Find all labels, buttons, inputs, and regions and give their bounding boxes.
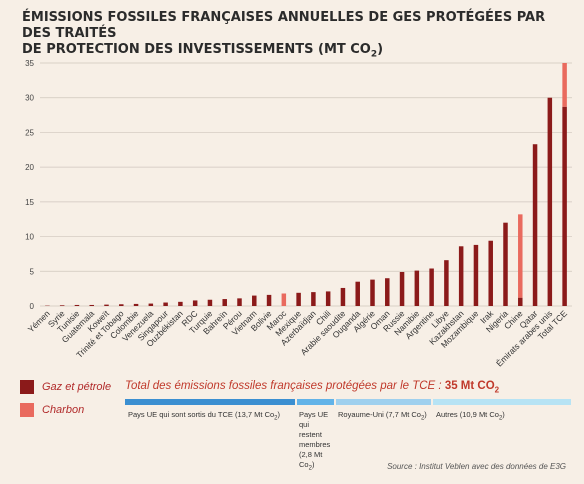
bar-oil-gas [237, 298, 242, 306]
bar-oil-gas [296, 292, 301, 306]
legend-swatch-coal [20, 403, 34, 417]
bar-oil-gas [178, 301, 183, 306]
group-bar-eu-left [125, 399, 295, 405]
chart-title: ÉMISSIONS FOSSILES FRANÇAISES ANNUELLES … [22, 10, 562, 63]
bar-oil-gas [207, 299, 213, 306]
bar-oil-gas [325, 291, 331, 306]
group-bar-eu-members [297, 399, 334, 405]
bar-oil-gas [340, 287, 346, 306]
bar-oil-gas [399, 271, 405, 306]
title-line-2: DE PROTECTION DES INVESTISSEMENTS (MT CO… [22, 42, 384, 60]
y-tick-label: 25 [25, 128, 34, 137]
legend-swatch-oil-gas [20, 380, 34, 394]
source-note: Source : Institut Veblen avec des donnée… [387, 462, 566, 471]
bar-oil-gas [252, 295, 257, 306]
bar-oil-gas [104, 304, 109, 306]
group-label-eu-members: Pays UE qui restent membres (2,8 Mt Co2) [299, 410, 331, 472]
group-label-uk: Royaume-Uni (7,7 Mt Co2) [338, 410, 427, 422]
group-label-eu-left: Pays UE qui sont sortis du TCE (13,7 Mt … [128, 410, 281, 422]
title-line-1: ÉMISSIONS FOSSILES FRANÇAISES ANNUELLES … [22, 10, 546, 41]
bar-oil-gas [414, 270, 420, 306]
bar-oil-gas [444, 260, 449, 306]
bar-oil-gas [370, 279, 375, 306]
y-tick-label: 35 [25, 59, 34, 68]
y-tick-label: 30 [25, 94, 34, 103]
bar-coal [281, 293, 287, 306]
legend-label-coal: Charbon [42, 404, 85, 416]
bar-oil-gas [503, 222, 508, 306]
bar-oil-gas [192, 300, 198, 306]
legend-label-oil-gas: Gaz et pétrole [42, 381, 112, 393]
bar-oil-gas [547, 97, 553, 306]
bar-oil-gas [222, 299, 227, 306]
y-tick-label: 20 [25, 163, 34, 172]
bar-coal [562, 63, 567, 107]
bar-coal [518, 214, 523, 298]
bar-oil-gas [385, 278, 390, 306]
bar-oil-gas [266, 294, 272, 306]
bar-oil-gas [311, 292, 316, 306]
bar-oil-gas [89, 304, 94, 306]
bar-oil-gas [148, 303, 154, 306]
bar-oil-gas [355, 281, 360, 306]
bar-oil-gas [163, 302, 168, 306]
total-emissions-label: Total des émissions fossiles françaises … [125, 380, 500, 395]
bar-oil-gas [458, 246, 464, 306]
bar-oil-gas [518, 297, 523, 306]
bar-oil-gas [429, 268, 434, 306]
group-bar-others [433, 399, 571, 405]
group-bar-uk [336, 399, 431, 405]
group-label-others: Autres (10,9 Mt Co2) [436, 410, 505, 422]
y-tick-label: 15 [25, 198, 34, 207]
legend-oil-gas: Gaz et pétrole [20, 380, 111, 394]
bar-oil-gas [562, 106, 567, 307]
y-tick-label: 0 [30, 302, 35, 311]
bar-oil-gas [488, 240, 493, 306]
bar-oil-gas [119, 304, 124, 306]
bar-oil-gas [59, 305, 65, 306]
legend-coal: Charbon [20, 403, 84, 417]
y-tick-label: 10 [25, 233, 34, 242]
bar-oil-gas [74, 304, 80, 306]
bar-oil-gas [133, 303, 139, 306]
y-tick-label: 5 [30, 267, 35, 276]
bar-oil-gas [473, 244, 479, 306]
bar-oil-gas [532, 144, 538, 306]
